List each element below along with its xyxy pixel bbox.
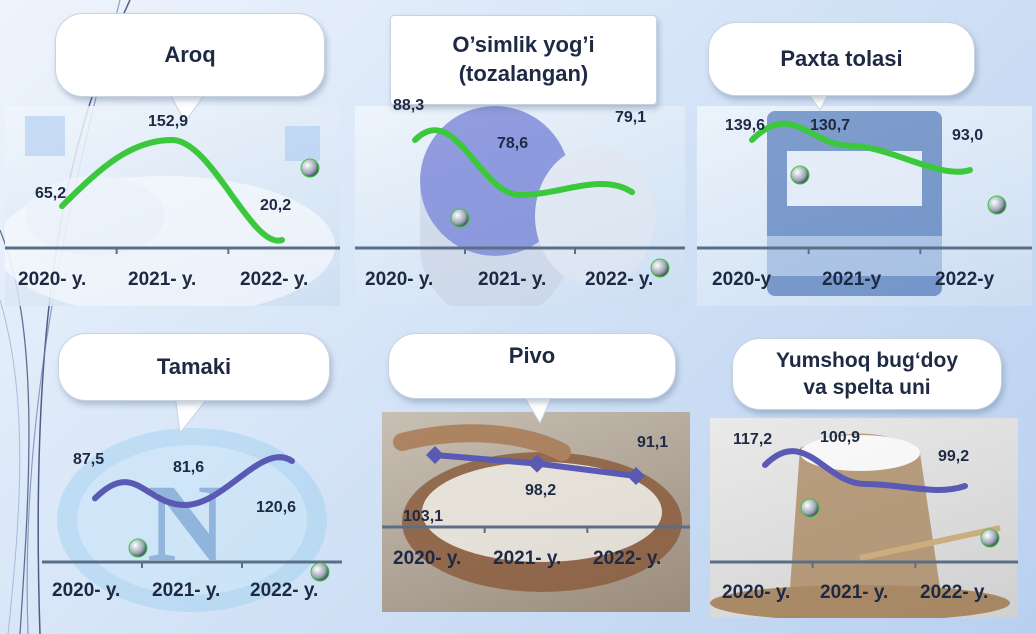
data-label: 88,3 (393, 97, 424, 114)
decorative-ball-icon (300, 158, 320, 178)
x-tick-label: 2022- y. (585, 269, 653, 290)
data-label: 100,9 (820, 429, 860, 446)
svg-text:N: N (147, 462, 226, 584)
chart-panel-tamaki: N (42, 420, 342, 620)
data-point-marker (627, 467, 645, 485)
data-label: 152,9 (148, 113, 188, 130)
x-tick-label: 2022- y. (920, 582, 988, 603)
nitrogen-logo-decoration: N (57, 428, 327, 612)
data-label: 79,1 (615, 109, 646, 126)
data-point-marker (426, 446, 444, 464)
decorative-ball-icon (800, 498, 820, 518)
x-tick-label: 2020-y (712, 269, 772, 290)
x-tick-label: 2022- y. (240, 269, 308, 290)
decorative-ball-icon (980, 528, 1000, 548)
decorative-ball-icon (450, 208, 470, 228)
series-line (762, 448, 968, 493)
series-line (412, 127, 635, 199)
data-label: 81,6 (173, 459, 204, 476)
data-label: 139,6 (725, 117, 765, 134)
x-tick-label: 2020- y. (393, 548, 461, 569)
data-point-marker (528, 454, 546, 473)
chart-title-paxta-tolasi: Paxta tolasi (708, 22, 975, 96)
x-tick-label: 2022-y (935, 269, 995, 290)
x-tick-label: 2020- y. (18, 269, 86, 290)
x-tick-label: 2020- y. (52, 580, 120, 601)
series-line (749, 120, 973, 175)
salt-pile-decoration (5, 116, 335, 306)
callout-tail-tamaki (174, 395, 211, 435)
chart-title-yumshoq-bugdoy: Yumshoq bug‘doy va spelta uni (732, 338, 1002, 410)
x-tick-label: 2021- y. (478, 269, 546, 290)
x-tick-label: 2022- y. (593, 548, 661, 569)
series-line (59, 136, 285, 244)
data-label: 78,6 (497, 135, 528, 152)
x-tick-label: 2020- y. (365, 269, 433, 290)
flour-sack-decoration (710, 433, 1010, 618)
x-tick-label: 2021- y. (152, 580, 220, 601)
x-tick-label: 2020- y. (722, 582, 790, 603)
data-label: 103,1 (403, 508, 443, 525)
x-tick-label: 2021- y. (820, 582, 888, 603)
data-label: 117,2 (733, 431, 772, 448)
decorative-ball-icon (987, 195, 1007, 215)
decorative-ball-icon (310, 562, 330, 582)
x-tick-label: 2021-y (822, 269, 882, 290)
chart-panel-yumshoq-bugdoy (710, 418, 1018, 618)
data-label: 20,2 (260, 197, 291, 214)
data-label: 87,5 (73, 451, 104, 468)
x-tick-label: 2022- y. (250, 580, 318, 601)
rice-bowl-decoration (393, 424, 682, 592)
data-label: 91,1 (637, 434, 668, 451)
data-label: 93,0 (952, 127, 983, 144)
chart-title-pivo: Pivo (388, 333, 676, 399)
decorative-ball-icon (128, 538, 148, 558)
data-label: 65,2 (35, 185, 66, 202)
x-tick-label: 2021- y. (128, 269, 196, 290)
x-tick-label: 2021- y. (493, 548, 561, 569)
chart-title-osimlik-yogi: O’simlik yog’i (tozalangan) (390, 15, 657, 105)
data-label: 130,7 (810, 117, 850, 134)
decorative-ball-icon (790, 165, 810, 185)
data-label: 99,2 (938, 448, 969, 465)
chart-panel-pivo (382, 412, 690, 612)
data-label: 98,2 (525, 482, 556, 499)
data-label: 120,6 (256, 499, 296, 516)
callout-tail-aroq (169, 94, 206, 123)
decorative-ball-icon (650, 258, 670, 278)
